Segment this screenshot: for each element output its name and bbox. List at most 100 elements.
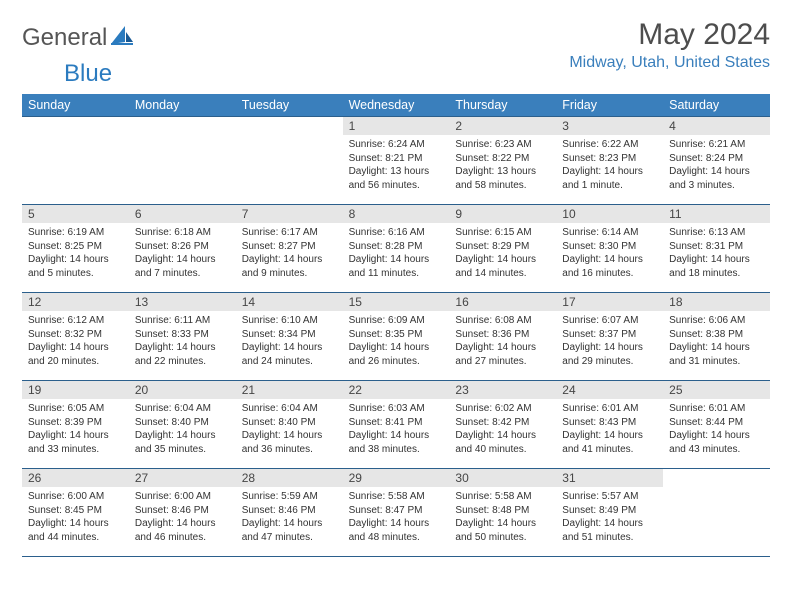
sunset-text: Sunset: 8:26 PM [135,240,230,254]
day-number: 6 [129,205,236,223]
calendar-cell: 4Sunrise: 6:21 AMSunset: 8:24 PMDaylight… [663,116,770,204]
location: Midway, Utah, United States [569,54,770,72]
sunrise-text: Sunrise: 6:22 AM [562,138,657,152]
sunrise-text: Sunrise: 6:17 AM [242,226,337,240]
day-number: 17 [556,293,663,311]
sunrise-text: Sunrise: 5:59 AM [242,490,337,504]
calendar-cell: 12Sunrise: 6:12 AMSunset: 8:32 PMDayligh… [22,292,129,380]
logo: General [22,18,135,52]
day-info: Sunrise: 6:01 AMSunset: 8:43 PMDaylight:… [556,399,663,459]
calendar-cell: 28Sunrise: 5:59 AMSunset: 8:46 PMDayligh… [236,468,343,556]
day-number: 16 [449,293,556,311]
calendar-cell: 8Sunrise: 6:16 AMSunset: 8:28 PMDaylight… [343,204,450,292]
day-info: Sunrise: 5:58 AMSunset: 8:47 PMDaylight:… [343,487,450,547]
sunset-text: Sunset: 8:23 PM [562,152,657,166]
calendar-cell: 13Sunrise: 6:11 AMSunset: 8:33 PMDayligh… [129,292,236,380]
sunset-text: Sunset: 8:30 PM [562,240,657,254]
sunrise-text: Sunrise: 6:03 AM [349,402,444,416]
daylight-text: Daylight: 14 hours and 48 minutes. [349,517,444,544]
sunrise-text: Sunrise: 6:01 AM [669,402,764,416]
day-info: Sunrise: 6:10 AMSunset: 8:34 PMDaylight:… [236,311,343,371]
calendar-cell: 16Sunrise: 6:08 AMSunset: 8:36 PMDayligh… [449,292,556,380]
sunrise-text: Sunrise: 6:08 AM [455,314,550,328]
day-number: 22 [343,381,450,399]
day-number: 12 [22,293,129,311]
sunset-text: Sunset: 8:29 PM [455,240,550,254]
sunrise-text: Sunrise: 6:00 AM [135,490,230,504]
day-number: 4 [663,117,770,135]
daylight-text: Daylight: 14 hours and 50 minutes. [455,517,550,544]
day-number: 14 [236,293,343,311]
day-info: Sunrise: 6:22 AMSunset: 8:23 PMDaylight:… [556,135,663,195]
sunrise-text: Sunrise: 6:04 AM [135,402,230,416]
sunset-text: Sunset: 8:41 PM [349,416,444,430]
sunset-text: Sunset: 8:24 PM [669,152,764,166]
daylight-text: Daylight: 14 hours and 46 minutes. [135,517,230,544]
sunset-text: Sunset: 8:48 PM [455,504,550,518]
calendar-cell: 31Sunrise: 5:57 AMSunset: 8:49 PMDayligh… [556,468,663,556]
sunrise-text: Sunrise: 5:58 AM [455,490,550,504]
day-header-sat: Saturday [663,94,770,116]
sunrise-text: Sunrise: 6:23 AM [455,138,550,152]
sunset-text: Sunset: 8:40 PM [242,416,337,430]
day-number: 3 [556,117,663,135]
daylight-text: Daylight: 14 hours and 33 minutes. [28,429,123,456]
sunrise-text: Sunrise: 6:15 AM [455,226,550,240]
daylight-text: Daylight: 14 hours and 40 minutes. [455,429,550,456]
daylight-text: Daylight: 14 hours and 11 minutes. [349,253,444,280]
sunrise-text: Sunrise: 6:14 AM [562,226,657,240]
daylight-text: Daylight: 14 hours and 18 minutes. [669,253,764,280]
calendar-cell: 9Sunrise: 6:15 AMSunset: 8:29 PMDaylight… [449,204,556,292]
daylight-text: Daylight: 14 hours and 5 minutes. [28,253,123,280]
day-number: 13 [129,293,236,311]
calendar-page: General May 2024 Midway, Utah, United St… [0,0,792,557]
day-number: 10 [556,205,663,223]
sunset-text: Sunset: 8:42 PM [455,416,550,430]
day-info: Sunrise: 6:17 AMSunset: 8:27 PMDaylight:… [236,223,343,283]
sunset-text: Sunset: 8:43 PM [562,416,657,430]
calendar-cell: 14Sunrise: 6:10 AMSunset: 8:34 PMDayligh… [236,292,343,380]
calendar-cell: 17Sunrise: 6:07 AMSunset: 8:37 PMDayligh… [556,292,663,380]
sunset-text: Sunset: 8:25 PM [28,240,123,254]
day-number: 24 [556,381,663,399]
daylight-text: Daylight: 14 hours and 31 minutes. [669,341,764,368]
day-info: Sunrise: 6:11 AMSunset: 8:33 PMDaylight:… [129,311,236,371]
daylight-text: Daylight: 14 hours and 1 minute. [562,165,657,192]
daylight-text: Daylight: 14 hours and 29 minutes. [562,341,657,368]
sunrise-text: Sunrise: 6:06 AM [669,314,764,328]
day-info: Sunrise: 5:58 AMSunset: 8:48 PMDaylight:… [449,487,556,547]
day-info: Sunrise: 6:06 AMSunset: 8:38 PMDaylight:… [663,311,770,371]
day-number: 18 [663,293,770,311]
daylight-text: Daylight: 13 hours and 56 minutes. [349,165,444,192]
sunrise-text: Sunrise: 6:12 AM [28,314,123,328]
sunrise-text: Sunrise: 5:58 AM [349,490,444,504]
day-header-tue: Tuesday [236,94,343,116]
sunrise-text: Sunrise: 6:18 AM [135,226,230,240]
daylight-text: Daylight: 14 hours and 7 minutes. [135,253,230,280]
day-number: 7 [236,205,343,223]
sunrise-text: Sunrise: 6:16 AM [349,226,444,240]
sunrise-text: Sunrise: 6:04 AM [242,402,337,416]
calendar-cell: . [663,468,770,556]
day-info: Sunrise: 6:13 AMSunset: 8:31 PMDaylight:… [663,223,770,283]
logo-sail-icon [111,26,133,51]
calendar-cell: . [22,116,129,204]
month-title: May 2024 [569,18,770,52]
day-header-mon: Monday [129,94,236,116]
day-info: Sunrise: 6:00 AMSunset: 8:45 PMDaylight:… [22,487,129,547]
day-info: Sunrise: 5:59 AMSunset: 8:46 PMDaylight:… [236,487,343,547]
sunset-text: Sunset: 8:46 PM [135,504,230,518]
calendar-cell: 29Sunrise: 5:58 AMSunset: 8:47 PMDayligh… [343,468,450,556]
calendar-cell: 22Sunrise: 6:03 AMSunset: 8:41 PMDayligh… [343,380,450,468]
day-info: Sunrise: 6:08 AMSunset: 8:36 PMDaylight:… [449,311,556,371]
calendar-cell: . [236,116,343,204]
calendar-cell: 15Sunrise: 6:09 AMSunset: 8:35 PMDayligh… [343,292,450,380]
sunrise-text: Sunrise: 6:09 AM [349,314,444,328]
day-number: 30 [449,469,556,487]
daylight-text: Daylight: 14 hours and 41 minutes. [562,429,657,456]
day-number: 11 [663,205,770,223]
sunset-text: Sunset: 8:28 PM [349,240,444,254]
day-number: 5 [22,205,129,223]
daylight-text: Daylight: 14 hours and 35 minutes. [135,429,230,456]
day-info: Sunrise: 6:21 AMSunset: 8:24 PMDaylight:… [663,135,770,195]
